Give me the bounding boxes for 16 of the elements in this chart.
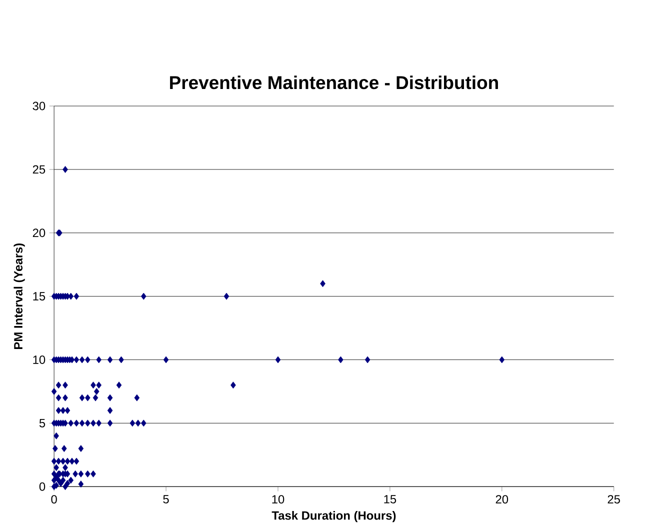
y-tick-label: 10 xyxy=(33,355,46,364)
chart-title: Preventive Maintenance - Distribution xyxy=(170,75,498,89)
x-tick-label: 20 xyxy=(496,494,508,504)
x-tick-label: 15 xyxy=(384,494,396,504)
y-axis-title: PM Interval (Years) xyxy=(14,243,25,349)
x-tick-label: 10 xyxy=(272,494,284,504)
x-tick-label: 5 xyxy=(163,494,169,504)
y-tick-label: 5 xyxy=(39,418,46,428)
x-tick-label: 25 xyxy=(608,494,620,504)
y-tick-label: 15 xyxy=(33,292,46,300)
x-axis-title: Task Duration (Hours) xyxy=(272,510,396,522)
y-tick-label: 25 xyxy=(32,165,46,174)
y-tick-label: 30 xyxy=(32,102,46,110)
y-tick-label: 20 xyxy=(32,228,46,237)
y-tick-label: 0 xyxy=(39,482,46,491)
x-tick-label: 0 xyxy=(51,494,57,504)
